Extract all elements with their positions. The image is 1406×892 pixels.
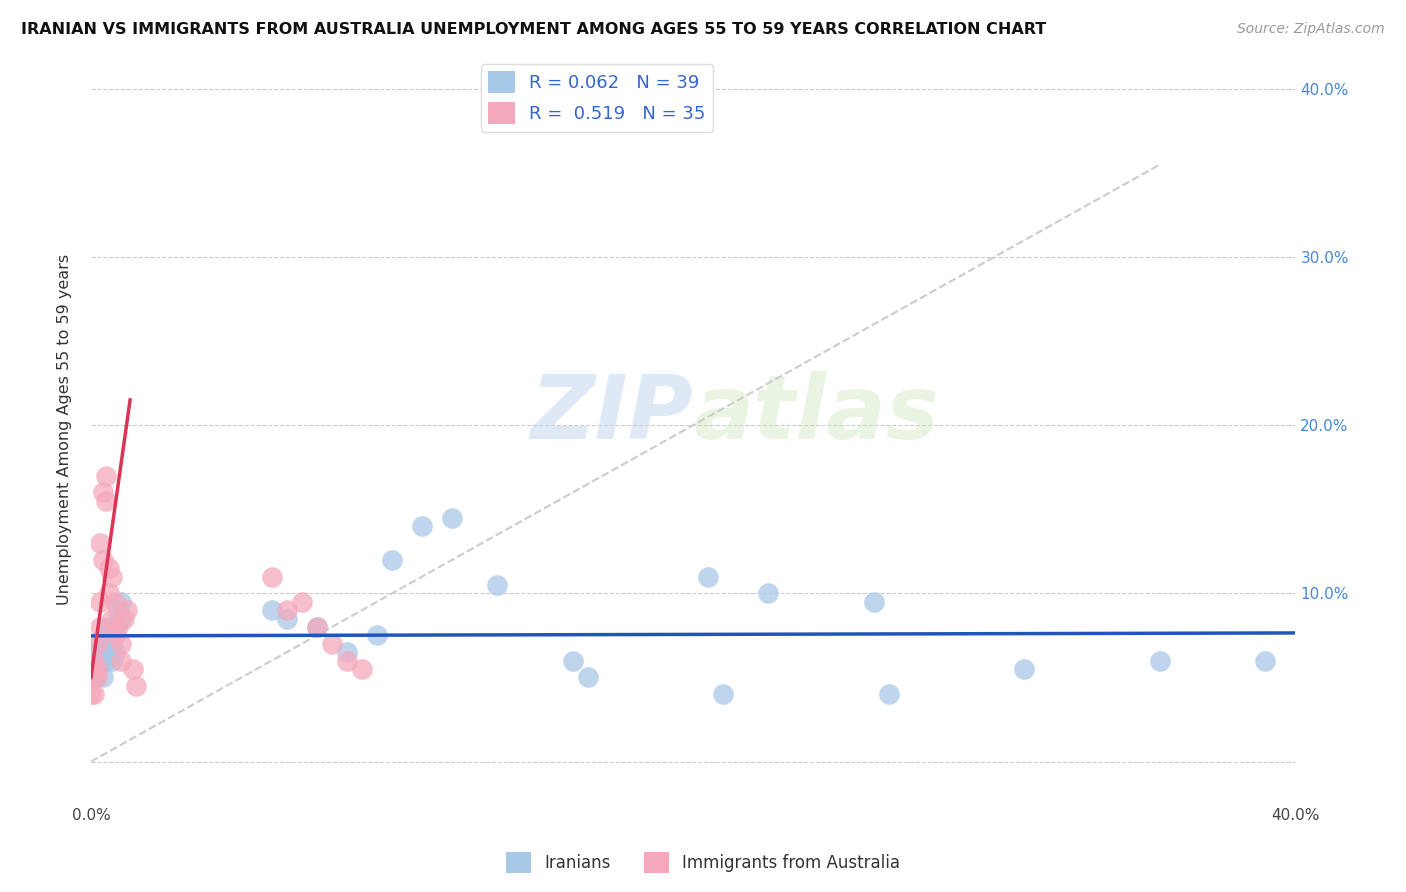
Point bbox=[110, 637, 132, 651]
Point bbox=[110, 595, 132, 609]
Point bbox=[83, 687, 105, 701]
Point bbox=[91, 670, 114, 684]
Point bbox=[1254, 654, 1277, 668]
Point bbox=[83, 670, 105, 684]
Point bbox=[260, 569, 283, 583]
Point bbox=[86, 662, 108, 676]
Point bbox=[305, 620, 328, 634]
Point bbox=[104, 628, 127, 642]
Point bbox=[98, 586, 121, 600]
Point bbox=[86, 645, 108, 659]
Point bbox=[101, 611, 124, 625]
Point bbox=[863, 595, 886, 609]
Point bbox=[91, 553, 114, 567]
Point bbox=[321, 637, 343, 651]
Point bbox=[101, 569, 124, 583]
Point bbox=[486, 578, 509, 592]
Point bbox=[561, 654, 583, 668]
Text: Source: ZipAtlas.com: Source: ZipAtlas.com bbox=[1237, 22, 1385, 37]
Point bbox=[80, 670, 103, 684]
Point bbox=[576, 670, 599, 684]
Point bbox=[411, 519, 433, 533]
Point bbox=[758, 586, 780, 600]
Point bbox=[94, 654, 117, 668]
Point bbox=[83, 662, 105, 676]
Text: IRANIAN VS IMMIGRANTS FROM AUSTRALIA UNEMPLOYMENT AMONG AGES 55 TO 59 YEARS CORR: IRANIAN VS IMMIGRANTS FROM AUSTRALIA UNE… bbox=[21, 22, 1046, 37]
Point bbox=[125, 679, 148, 693]
Point bbox=[336, 645, 359, 659]
Point bbox=[89, 536, 111, 550]
Point bbox=[89, 637, 111, 651]
Point bbox=[441, 510, 464, 524]
Point bbox=[83, 654, 105, 668]
Point bbox=[110, 611, 132, 625]
Point bbox=[366, 628, 388, 642]
Point bbox=[122, 662, 145, 676]
Point bbox=[91, 485, 114, 500]
Point bbox=[711, 687, 734, 701]
Text: atlas: atlas bbox=[693, 371, 939, 458]
Point bbox=[94, 628, 117, 642]
Point bbox=[381, 553, 404, 567]
Point bbox=[1014, 662, 1036, 676]
Point bbox=[291, 595, 314, 609]
Point bbox=[89, 595, 111, 609]
Point bbox=[98, 620, 121, 634]
Point bbox=[101, 654, 124, 668]
Point bbox=[94, 494, 117, 508]
Point bbox=[98, 561, 121, 575]
Point bbox=[276, 603, 298, 617]
Point bbox=[89, 620, 111, 634]
Point bbox=[697, 569, 720, 583]
Text: ZIP: ZIP bbox=[530, 371, 693, 458]
Point bbox=[80, 687, 103, 701]
Y-axis label: Unemployment Among Ages 55 to 59 years: Unemployment Among Ages 55 to 59 years bbox=[58, 254, 72, 605]
Point bbox=[110, 654, 132, 668]
Point bbox=[91, 645, 114, 659]
Point bbox=[1149, 654, 1171, 668]
Point bbox=[276, 611, 298, 625]
Point bbox=[94, 468, 117, 483]
Point bbox=[101, 637, 124, 651]
Point bbox=[305, 620, 328, 634]
Point bbox=[86, 637, 108, 651]
Point bbox=[336, 654, 359, 668]
Point bbox=[350, 662, 373, 676]
Point bbox=[86, 670, 108, 684]
Point bbox=[107, 603, 129, 617]
Point bbox=[115, 603, 138, 617]
Point bbox=[104, 645, 127, 659]
Legend: R = 0.062   N = 39, R =  0.519   N = 35: R = 0.062 N = 39, R = 0.519 N = 35 bbox=[481, 64, 713, 132]
Legend: Iranians, Immigrants from Australia: Iranians, Immigrants from Australia bbox=[499, 846, 907, 880]
Point bbox=[80, 662, 103, 676]
Point bbox=[104, 595, 127, 609]
Point bbox=[107, 620, 129, 634]
Point bbox=[877, 687, 900, 701]
Point bbox=[86, 662, 108, 676]
Point bbox=[260, 603, 283, 617]
Point bbox=[104, 620, 127, 634]
Point bbox=[98, 645, 121, 659]
Point bbox=[89, 654, 111, 668]
Point bbox=[83, 654, 105, 668]
Point bbox=[112, 611, 135, 625]
